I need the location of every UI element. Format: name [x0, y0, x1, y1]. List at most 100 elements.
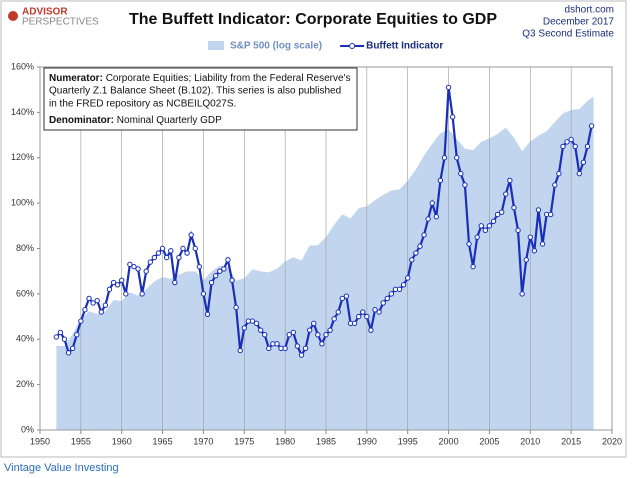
logo: ADVISOR PERSPECTIVES — [8, 7, 99, 28]
plot: 0% 20% 40% 60% 80% 100% 120% 140% 160% 1950 1955 19… — [11, 61, 622, 446]
x-tick-label: 2020 — [602, 436, 622, 446]
point — [294, 343, 301, 349]
point — [339, 295, 346, 302]
legend-label: S&P 500 (log scale) — [230, 41, 322, 52]
point — [384, 295, 390, 302]
chart-title: The Buffett Indicator: Corporate Equitie… — [129, 11, 497, 28]
point — [208, 279, 215, 286]
x-tick-label: 2015 — [561, 436, 581, 446]
point — [298, 352, 305, 358]
point — [290, 329, 297, 336]
point — [311, 320, 317, 327]
point — [163, 254, 170, 261]
point — [474, 234, 480, 240]
point — [409, 257, 415, 263]
point — [462, 182, 468, 188]
point — [155, 250, 162, 256]
y-tick-label: 60% — [16, 288, 34, 298]
y-tick-label: 40% — [16, 334, 34, 344]
point — [576, 170, 583, 177]
point — [482, 227, 489, 234]
point — [478, 223, 484, 229]
point — [433, 214, 440, 220]
point — [94, 297, 100, 304]
point — [335, 309, 341, 315]
point — [372, 307, 378, 313]
point — [78, 318, 84, 324]
point — [470, 263, 476, 270]
x-tick-label: 1985 — [316, 436, 336, 446]
point — [266, 345, 272, 352]
point — [143, 268, 149, 274]
point — [53, 334, 60, 340]
point — [257, 327, 264, 333]
line-layer — [53, 84, 595, 358]
point — [135, 266, 141, 272]
point — [421, 232, 427, 238]
annotation-box — [43, 67, 358, 131]
annotation-line: Corporate Equities; Liability from the F… — [106, 73, 351, 84]
source: December 2017 — [543, 17, 615, 28]
point — [86, 295, 92, 302]
point — [225, 257, 231, 263]
point — [355, 313, 362, 320]
x-tick-label: 1965 — [153, 436, 173, 446]
point — [204, 311, 211, 317]
x-tick-label: 1960 — [112, 436, 132, 446]
legend-swatch — [208, 41, 224, 50]
x-tick-label: 1990 — [357, 436, 377, 446]
y-tick-label: 100% — [11, 198, 34, 208]
annotation-label: Denominator: — [49, 115, 114, 126]
y-tick-label: 0% — [21, 424, 34, 434]
point — [494, 211, 501, 218]
point — [564, 139, 570, 145]
footer[interactable]: Vintage Value Investing — [4, 462, 119, 474]
point — [388, 291, 395, 297]
logo-text: PERSPECTIVES — [22, 17, 99, 28]
legend-label: Buffett Indicator — [366, 41, 443, 52]
y-tick-label: 140% — [11, 107, 34, 117]
annotation-line: Nominal Quarterly GDP — [117, 115, 222, 126]
point — [319, 341, 325, 347]
point — [552, 182, 558, 188]
point — [445, 84, 452, 91]
point — [376, 309, 382, 315]
source: Q3 Second Estimate — [522, 29, 614, 40]
annotation: Numerator: Corporate Equities; Liability… — [43, 67, 358, 131]
point — [139, 291, 145, 297]
point — [176, 254, 182, 261]
x-tick-label: 2010 — [520, 436, 540, 446]
point — [217, 268, 223, 274]
point — [221, 266, 227, 272]
line — [55, 87, 593, 358]
point — [74, 332, 80, 338]
point — [449, 114, 456, 120]
point — [560, 143, 566, 150]
point — [151, 254, 158, 261]
plot-frame — [39, 66, 613, 431]
point — [306, 327, 313, 333]
annotation-line: in the FRED repository as NCBEILQ027S. — [49, 99, 236, 110]
point — [180, 245, 186, 252]
point — [110, 279, 117, 286]
point — [327, 327, 333, 333]
x-tick-label: 1980 — [275, 436, 295, 446]
point — [441, 155, 448, 161]
point — [159, 245, 166, 252]
point — [212, 273, 219, 279]
point — [69, 345, 76, 352]
point — [368, 327, 374, 333]
point — [102, 302, 109, 308]
point — [466, 241, 472, 247]
annotation-text: Numerator: Corporate Equities; Liability… — [49, 73, 350, 84]
point — [539, 241, 546, 247]
legend-swatch — [349, 43, 356, 49]
point — [253, 320, 260, 327]
point — [396, 286, 403, 293]
point — [61, 336, 68, 342]
point — [429, 200, 435, 206]
y-tick-label: 80% — [16, 243, 34, 253]
point — [106, 286, 113, 293]
